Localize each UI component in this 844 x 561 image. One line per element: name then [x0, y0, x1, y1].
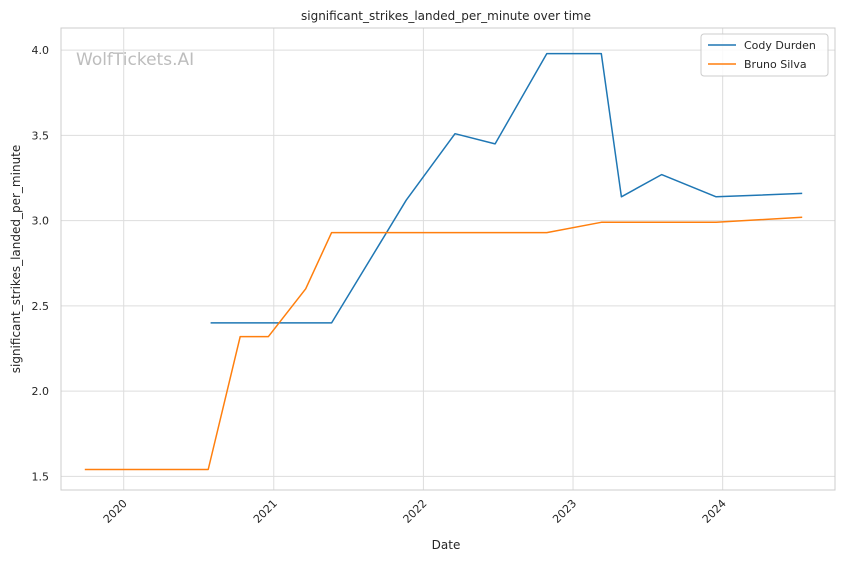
series-line-0: [210, 52, 803, 324]
y-tick-label: 3.0: [32, 215, 50, 228]
y-axis-label: significant_strikes_landed_per_minute: [9, 145, 23, 374]
watermark-text: WolfTickets.AI: [76, 50, 194, 70]
chart-title: significant_strikes_landed_per_minute ov…: [301, 9, 591, 23]
y-tick-label: 4.0: [32, 44, 50, 57]
y-tick-labels: 1.5 2.0 2.5 3.0 3.5 4.0: [32, 44, 50, 483]
legend-entry-label: Cody Durden: [744, 39, 816, 52]
x-axis-label: Date: [432, 538, 461, 552]
series-line-1: [84, 216, 803, 471]
y-tick-label: 3.5: [32, 129, 50, 142]
plot-area-frame: [60, 27, 836, 491]
y-tick-label: 1.5: [32, 470, 50, 483]
series-layer: [84, 52, 803, 471]
legend: Cody Durden Bruno Silva: [700, 33, 829, 77]
y-tick-label: 2.5: [32, 300, 50, 313]
legend-entry-label: Bruno Silva: [744, 58, 807, 71]
y-tick-label: 2.0: [32, 385, 50, 398]
